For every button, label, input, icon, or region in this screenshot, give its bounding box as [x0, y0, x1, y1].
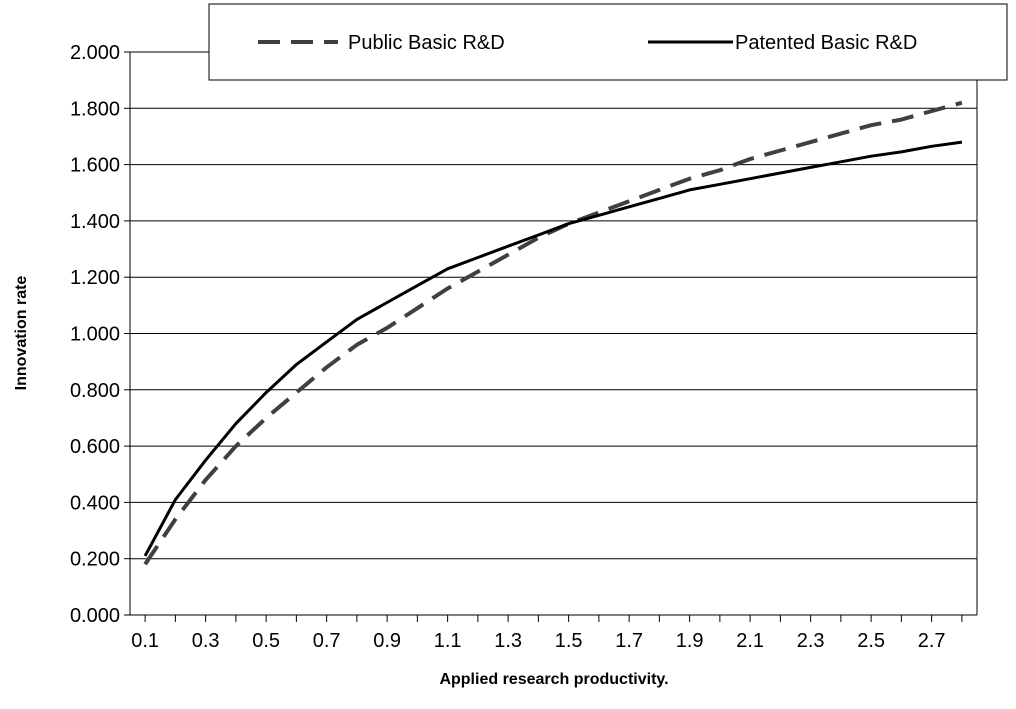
- x-tick-label: 1.1: [434, 630, 462, 652]
- x-axis-title: Applied research productivity.: [439, 671, 668, 688]
- x-tick-label: 2.7: [918, 630, 946, 652]
- x-tick-label: 0.9: [373, 630, 401, 652]
- y-tick-label: 1.200: [70, 267, 120, 289]
- tick-labels: 0.000 0.200 0.400 0.600 0.800 1.000 1.200 1.400…: [70, 42, 946, 652]
- x-tick-label: 2.1: [736, 630, 764, 652]
- y-tick-label: 1.400: [70, 211, 120, 233]
- y-tick-label: 0.400: [70, 492, 120, 514]
- x-tick-label: 1.7: [615, 630, 643, 652]
- y-tick-label: 2.000: [70, 42, 120, 64]
- y-tick-label: 0.000: [70, 605, 120, 627]
- x-tick-label: 0.1: [131, 630, 159, 652]
- x-tick-label: 2.3: [797, 630, 825, 652]
- y-tick-label: 0.600: [70, 436, 120, 458]
- y-tick-label: 0.800: [70, 380, 120, 402]
- y-tick-label: 1.600: [70, 155, 120, 177]
- x-tick-label: 2.5: [857, 630, 885, 652]
- grid-lines: [130, 51, 977, 560]
- x-tick-label: 0.5: [252, 630, 280, 652]
- y-tick-label: 1.800: [70, 98, 120, 120]
- x-tick-label: 0.3: [192, 630, 220, 652]
- x-tick-label: 1.5: [555, 630, 583, 652]
- axes: [124, 51, 978, 622]
- y-tick-label: 0.200: [70, 549, 120, 571]
- legend-entry-public-basic-rd-label: Public Basic R&D: [348, 32, 505, 54]
- y-axis-title: Innovation rate: [13, 276, 30, 391]
- x-tick-label: 0.7: [313, 630, 341, 652]
- legend-box: [208, 3, 1008, 81]
- y-tick-label: 1.000: [70, 324, 120, 346]
- series-lines: [143, 100, 963, 566]
- series-line-patented-basic-rd: [143, 140, 963, 557]
- legend-entry-patented-basic-rd-label: Patented Basic R&D: [735, 32, 917, 54]
- x-tick-label: 1.9: [676, 630, 704, 652]
- legend: Public Basic R&D Patented Basic R&D: [208, 3, 1008, 81]
- x-tick-label: 1.3: [494, 630, 522, 652]
